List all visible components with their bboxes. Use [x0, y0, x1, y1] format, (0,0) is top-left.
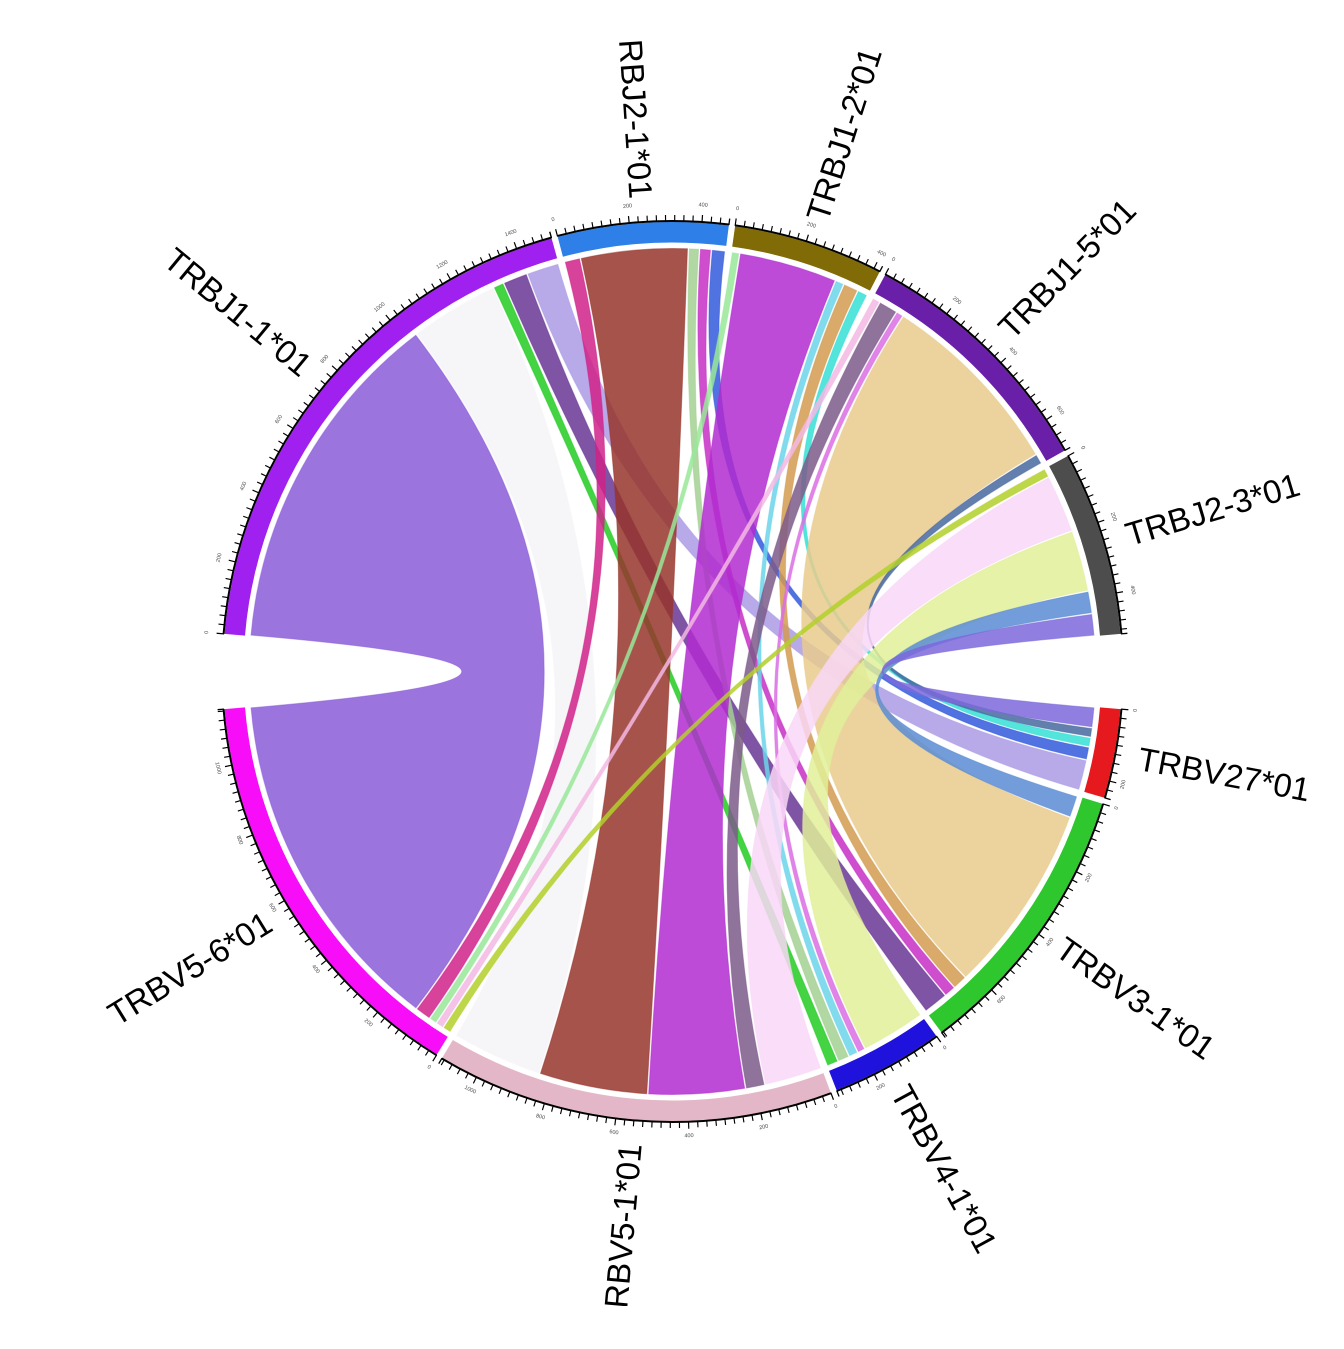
svg-text:600: 600: [609, 1129, 619, 1136]
svg-text:400: 400: [698, 202, 708, 209]
svg-text:0: 0: [204, 631, 210, 635]
svg-text:0: 0: [1133, 709, 1139, 713]
svg-text:200: 200: [623, 203, 633, 210]
svg-text:400: 400: [684, 1133, 693, 1139]
